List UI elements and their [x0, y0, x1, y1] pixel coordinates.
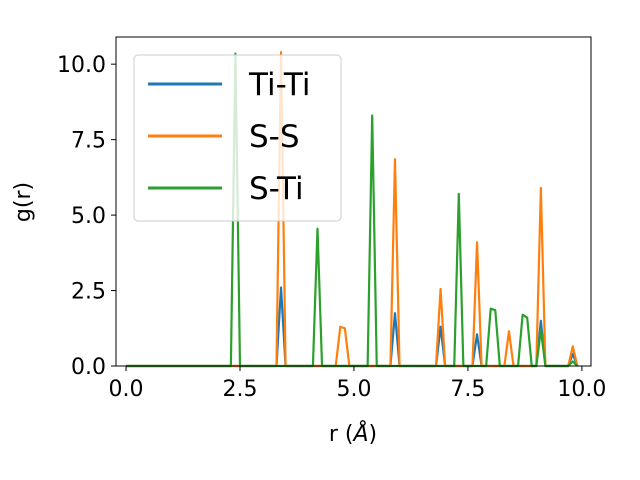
x-tick-label: 10.0 — [557, 377, 606, 402]
y-tick-label: 0.0 — [71, 355, 106, 380]
x-axis: 0.0 2.5 5.0 7.5 10.0 — [109, 366, 606, 402]
y-axis-label: g(r) — [11, 182, 36, 222]
legend-label-ti-ti: Ti-Ti — [248, 67, 311, 103]
x-tick-label: 7.5 — [450, 377, 485, 402]
legend-label-s-ti: S-Ti — [249, 171, 304, 207]
y-tick-label: 2.5 — [71, 280, 106, 305]
legend-label-s-s: S-S — [249, 119, 300, 155]
series-line-ti-ti — [126, 286, 579, 368]
x-tick-label: 0.0 — [109, 377, 144, 402]
y-tick-label: 10.0 — [57, 53, 106, 78]
x-tick-label: 5.0 — [336, 377, 371, 402]
legend: Ti-Ti S-S S-Ti — [133, 54, 342, 222]
x-tick-label: 2.5 — [222, 377, 257, 402]
y-tick-label: 7.5 — [71, 129, 106, 154]
x-axis-label: r (Å) — [329, 420, 377, 447]
series-line-s-s — [126, 50, 579, 368]
y-tick-label: 5.0 — [71, 204, 106, 229]
legend-box — [133, 54, 342, 222]
y-axis: 0.0 2.5 5.0 7.5 10.0 — [57, 53, 116, 380]
